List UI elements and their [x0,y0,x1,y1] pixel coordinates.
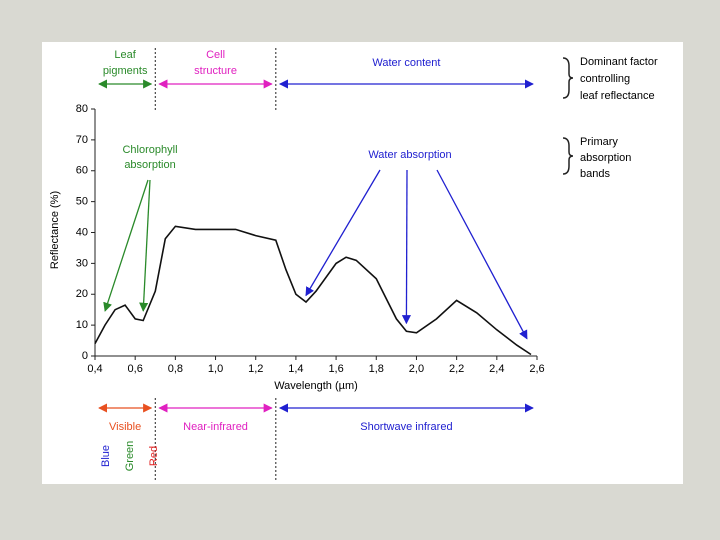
annotation-arrow [436,169,528,340]
y-tick-label: 20 [76,288,88,300]
band-label: Red [148,446,160,466]
note: Primary [580,136,618,148]
annotation-arrow [103,179,149,312]
x-tick-label: 1,8 [369,363,384,375]
note: Dominant factor [580,56,658,68]
x-tick-label: 0,4 [87,363,102,375]
y-tick-label: 0 [82,350,88,362]
band-label: Blue [100,445,112,467]
x-tick-label: 2,6 [529,363,544,375]
annotation-label: Water absorption [368,149,451,161]
y-tick-label: 50 [76,196,88,208]
brace [562,57,574,99]
region-label: Shortwave infrared [360,421,452,433]
note: leaf reflectance [580,90,655,102]
reflectance-line [94,225,532,356]
y-tick-label: 10 [76,319,88,331]
note: absorption [580,152,631,164]
annotation-label: absorption [124,159,175,171]
region-label: Visible [109,421,141,433]
y-tick-label: 30 [76,257,88,269]
panel [42,42,683,484]
y-tick-label: 80 [76,103,88,115]
x-tick-label: 1,4 [288,363,303,375]
region-label: structure [194,65,237,77]
x-tick-label: 1,6 [328,363,343,375]
annotation-arrow [401,169,411,325]
x-tick-label: 2,4 [489,363,504,375]
x-tick-label: 2,0 [409,363,424,375]
annotation-label: Chlorophyll [122,144,177,156]
x-tick-label: 0,6 [128,363,143,375]
y-tick-label: 40 [76,226,88,238]
x-tick-label: 1,0 [208,363,223,375]
brace [562,137,574,175]
band-label: Green [124,441,136,472]
annotation-arrow [305,169,381,297]
y-tick-label: 70 [76,134,88,146]
x-tick-label: 0,8 [168,363,183,375]
region-label: Water content [372,57,440,69]
region-label: Leaf [114,49,136,61]
x-tick-label: 2,2 [449,363,464,375]
region-label: Cell [206,49,225,61]
note: bands [580,168,610,180]
y-axis-title: Reflectance (%) [49,191,61,269]
x-tick-label: 1,2 [248,363,263,375]
x-axis-title: Wavelength (µm) [274,380,358,392]
region-label: pigments [103,65,148,77]
annotation-arrow [139,179,151,312]
y-tick-label: 60 [76,165,88,177]
region-label: Near-infrared [183,421,248,433]
note: controlling [580,73,630,85]
